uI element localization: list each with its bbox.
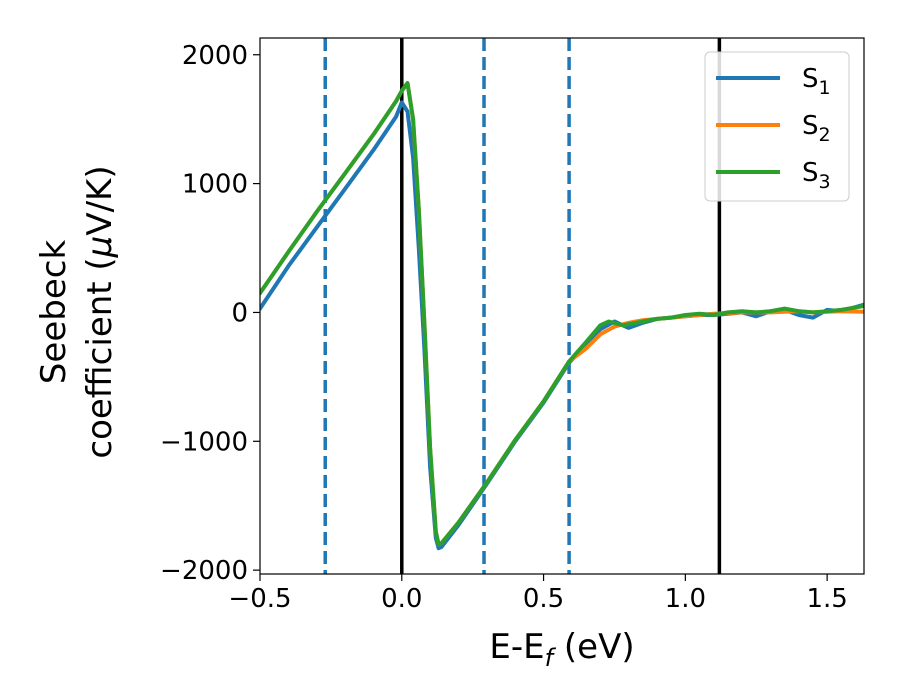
x-tick-label: 0.5 bbox=[523, 584, 564, 614]
y-tick-label: 2000 bbox=[182, 41, 248, 71]
series-line-s3 bbox=[260, 81, 864, 547]
legend-label-s2: S2 bbox=[802, 111, 831, 146]
y-axis-label-mu: μ bbox=[80, 236, 120, 259]
y-axis-label-line1: Seebeck bbox=[34, 240, 74, 385]
y-tick-label: 1000 bbox=[182, 170, 248, 200]
x-axis-label: E-Ef (eV) bbox=[489, 627, 634, 672]
legend: S1 S2 S3 bbox=[704, 51, 850, 202]
legend-label-s1: S1 bbox=[802, 64, 831, 99]
plot-frame bbox=[259, 37, 865, 575]
x-tick-label: −0.5 bbox=[228, 584, 291, 614]
x-tick-label: 1.5 bbox=[806, 584, 847, 614]
y-axis-label-text: coefficient ( bbox=[80, 257, 120, 458]
x-axis-label-main: E-E bbox=[489, 627, 544, 667]
x-axis: −0.5 0.0 0.5 1.0 1.5 bbox=[228, 574, 848, 614]
y-tick-label: −1000 bbox=[160, 427, 248, 457]
x-tick-label: 0.0 bbox=[381, 584, 422, 614]
y-axis-label-line2: coefficient (μV/K) bbox=[80, 165, 120, 458]
y-axis-label-unit: V/K) bbox=[80, 165, 120, 235]
y-tick-label: 0 bbox=[231, 298, 248, 328]
x-tick-label: 1.0 bbox=[665, 584, 706, 614]
y-tick-label: −2000 bbox=[160, 556, 248, 586]
series-lines bbox=[260, 81, 864, 551]
x-axis-label-unit: (eV) bbox=[553, 627, 635, 667]
y-axis: −2000 −1000 0 1000 2000 bbox=[160, 41, 260, 586]
legend-label-s3: S3 bbox=[802, 158, 831, 193]
